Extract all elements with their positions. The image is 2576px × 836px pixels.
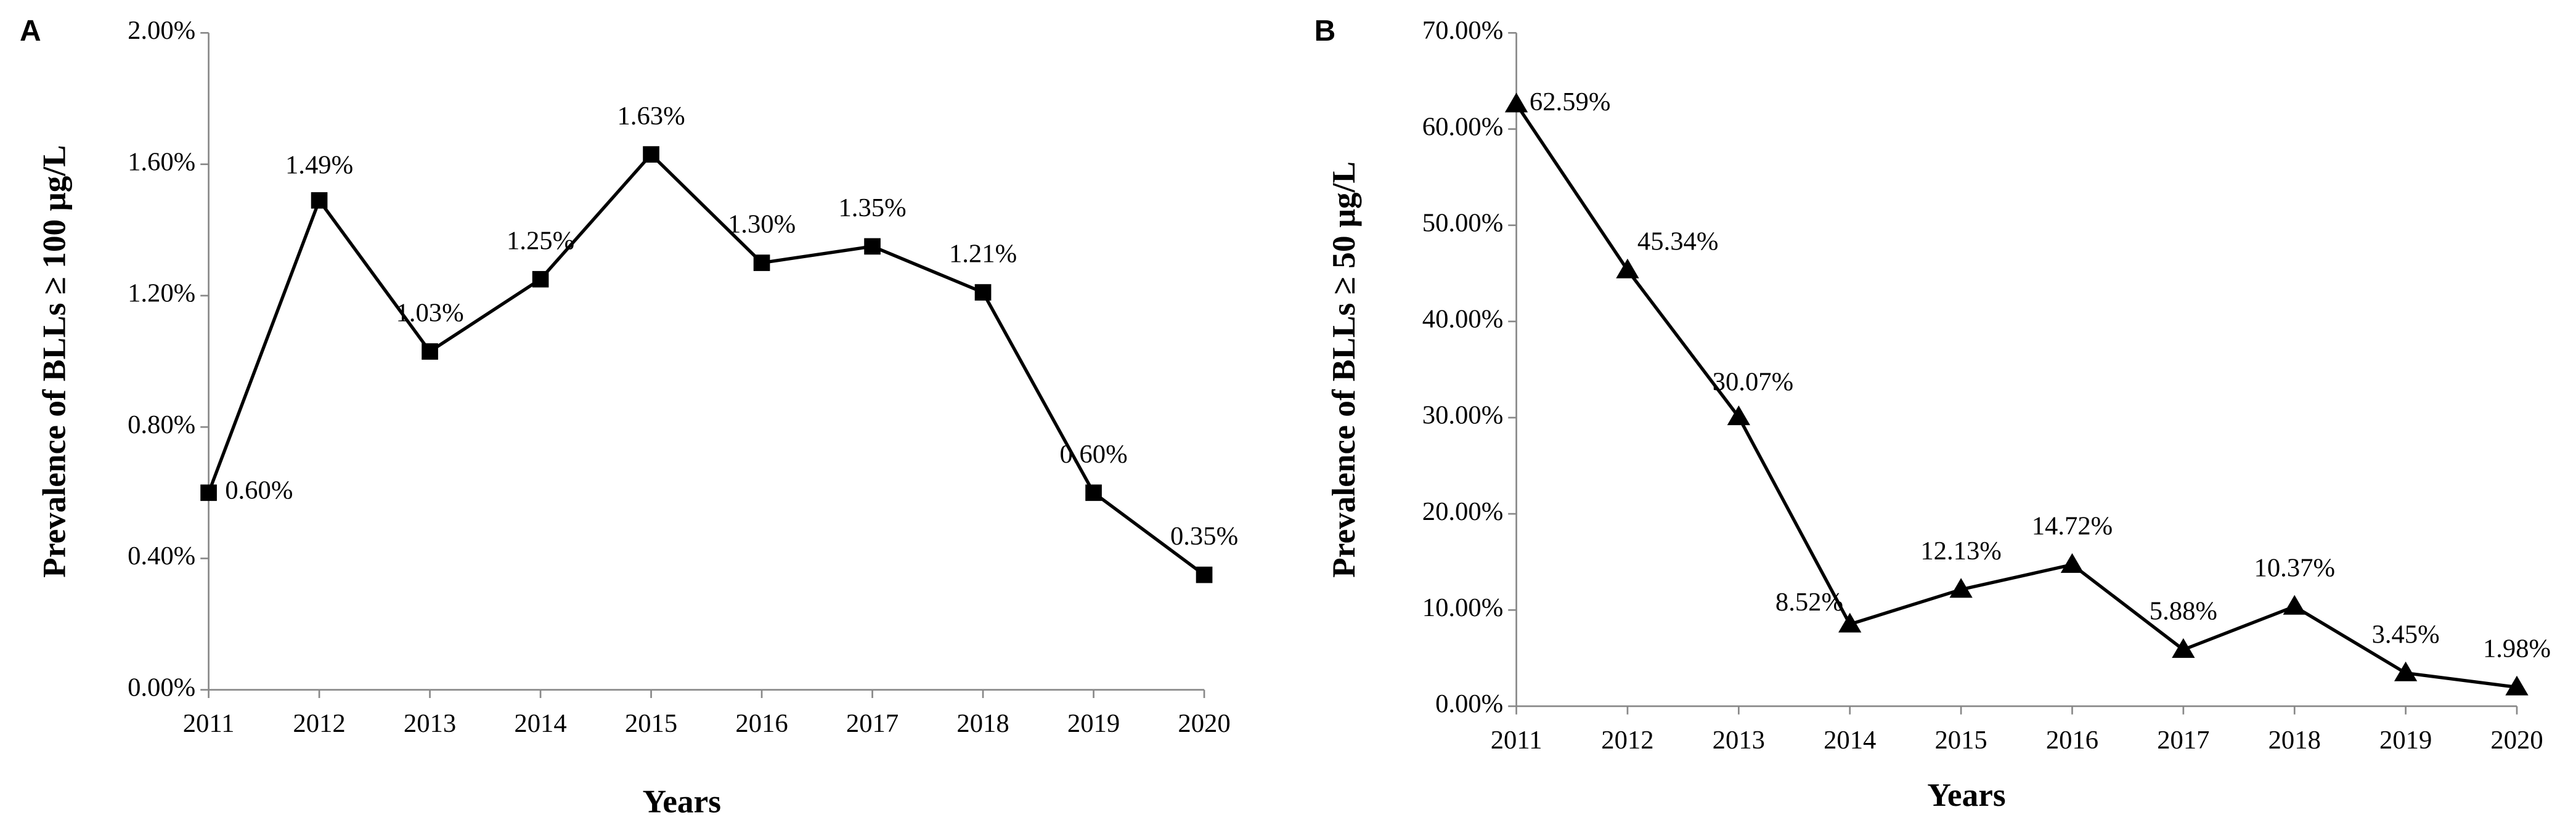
x-tick-label: 2020 — [2490, 726, 2543, 755]
x-tick-label: 2015 — [625, 709, 677, 738]
marker — [2060, 553, 2084, 573]
data-label: 0.60% — [1059, 440, 1127, 469]
marker — [1949, 578, 1973, 598]
y-tick-label: 40.00% — [1422, 305, 1503, 334]
x-tick-label: 2016 — [2046, 726, 2098, 755]
x-axis-title: Years — [643, 783, 721, 820]
x-tick-label: 2013 — [1713, 726, 1765, 755]
marker — [974, 284, 992, 301]
panel-label: A — [20, 15, 41, 47]
x-tick-label: 2019 — [1067, 709, 1120, 738]
marker — [200, 484, 217, 501]
data-label: 1.35% — [838, 193, 906, 222]
x-tick-label: 2012 — [293, 709, 345, 738]
marker — [311, 192, 328, 209]
data-label: 1.49% — [285, 151, 353, 180]
x-tick-label: 2014 — [1824, 726, 1876, 755]
y-tick-label: 50.00% — [1422, 208, 1503, 237]
data-label: 1.25% — [507, 226, 574, 255]
x-tick-label: 2012 — [1601, 726, 1653, 755]
x-tick-label: 2019 — [2379, 726, 2432, 755]
data-label: 0.60% — [225, 476, 293, 505]
x-tick-label: 2014 — [514, 709, 566, 738]
y-tick-label: 1.60% — [128, 147, 195, 176]
marker — [2283, 595, 2306, 615]
x-tick-label: 2018 — [956, 709, 1009, 738]
y-tick-label: 10.00% — [1422, 593, 1503, 622]
data-line — [207, 152, 1205, 577]
marker — [1196, 566, 1213, 583]
x-tick-label: 2017 — [846, 709, 899, 738]
data-label: 62.59% — [1530, 87, 1610, 116]
data-label: 0.35% — [1170, 522, 1238, 551]
data-line — [1515, 103, 2517, 689]
data-label: 12.13% — [1920, 537, 2001, 566]
marker — [532, 270, 549, 288]
x-axis-title: Years — [1927, 776, 2005, 813]
data-label: 45.34% — [1637, 227, 1718, 256]
data-label: 1.30% — [728, 210, 796, 239]
marker — [422, 343, 438, 360]
y-tick-label: 20.00% — [1422, 497, 1503, 526]
data-label: 5.88% — [2150, 597, 2217, 626]
y-tick-label: 0.80% — [128, 410, 195, 439]
marker — [2172, 638, 2195, 658]
data-label: 3.45% — [2372, 620, 2440, 649]
marker — [1616, 258, 1639, 278]
x-tick-label: 2015 — [1934, 726, 1987, 755]
marker — [864, 238, 881, 255]
y-tick-label: 60.00% — [1422, 112, 1503, 141]
y-tick-label: 30.00% — [1422, 401, 1503, 430]
x-tick-label: 2020 — [1178, 709, 1230, 738]
marker — [2505, 675, 2529, 696]
x-tick-label: 2011 — [183, 709, 235, 738]
marker — [1504, 92, 1528, 113]
x-tick-label: 2017 — [2157, 726, 2209, 755]
x-tick-label: 2018 — [2268, 726, 2321, 755]
marker — [1838, 612, 1862, 633]
data-label: 1.98% — [2483, 635, 2551, 664]
x-tick-label: 2016 — [735, 709, 788, 738]
x-tick-label: 2011 — [1491, 726, 1543, 755]
y-tick-label: 0.40% — [128, 542, 195, 570]
data-label: 30.07% — [1713, 367, 1793, 396]
x-tick-label: 2013 — [404, 709, 456, 738]
marker — [2394, 661, 2418, 681]
marker — [1727, 405, 1750, 426]
marker — [1085, 484, 1102, 501]
y-tick-label: 1.20% — [128, 279, 195, 308]
y-axis-title: Prevalence of BLLs ≥ 100 μg/L — [36, 145, 73, 577]
marker — [753, 254, 770, 271]
data-label: 14.72% — [2032, 512, 2113, 541]
y-tick-label: 0.00% — [128, 673, 195, 702]
data-label: 10.37% — [2254, 554, 2335, 583]
marker — [643, 146, 659, 163]
y-tick-label: 2.00% — [128, 16, 195, 45]
data-label: 1.03% — [396, 299, 463, 328]
data-label: 1.63% — [617, 102, 685, 131]
data-label: 8.52% — [1775, 588, 1843, 617]
y-axis-title: Prevalence of BLLs ≥ 50 μg/L — [1325, 161, 1362, 578]
panel-label: B — [1314, 15, 1336, 47]
y-tick-label: 0.00% — [1435, 689, 1503, 718]
data-label: 1.21% — [949, 240, 1017, 269]
y-tick-label: 70.00% — [1422, 16, 1503, 45]
